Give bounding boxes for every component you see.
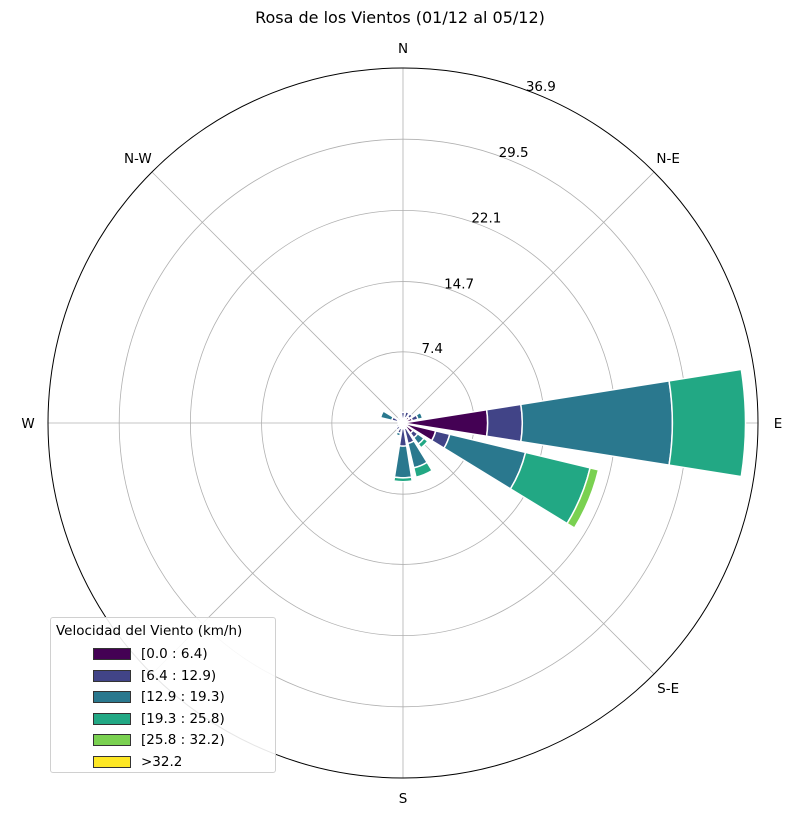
legend-item: [12.9 : 19.3) [93, 689, 225, 705]
direction-label-W: W [21, 416, 34, 432]
direction-label-N: N [398, 41, 408, 57]
bar-SSW-bin-2 [394, 430, 402, 438]
wind-rose-bars [379, 368, 747, 530]
legend-label: [19.3 : 25.8) [141, 710, 225, 727]
radial-tick-label-4: 36.9 [526, 79, 556, 95]
bar-S-bin-3 [392, 476, 414, 483]
legend-item: [25.8 : 32.2) [93, 732, 225, 748]
direction-label-S: S [399, 791, 408, 807]
legend-swatch [93, 648, 131, 660]
legend-item: [19.3 : 25.8) [93, 711, 225, 727]
bar-ESE-bin-2 [442, 433, 527, 490]
chart-title: Rosa de los Vientos (01/12 al 05/12) [255, 8, 545, 27]
outer-circle [47, 67, 759, 779]
bar-E-bin-1 [485, 403, 523, 443]
direction-labels: N N-E E S-E S W N-W [21, 41, 782, 807]
bar-NNW-bin-1 [399, 418, 404, 423]
bar-E-bin-3 [668, 368, 747, 478]
legend-label: [25.8 : 32.2) [141, 732, 225, 748]
direction-label-N-E: N-E [656, 151, 680, 167]
legend-title: Velocidad del Viento (km/h) [56, 623, 243, 639]
bar-NE-bin-1 [406, 412, 414, 420]
legend-swatch [93, 712, 131, 725]
bar-SSE-bin-3 [412, 461, 434, 479]
legend-item: [6.4 : 12.9) [93, 668, 216, 684]
legend-label: [0.0 : 6.4) [141, 646, 208, 662]
bar-WNW-bin-2 [379, 409, 395, 422]
bar-E-bin-2 [519, 380, 674, 466]
legend: Velocidad del Viento (km/h) [0.0 : 6.4) [… [50, 617, 276, 773]
radial-tick-label-2: 22.1 [471, 211, 501, 227]
bar-SE-bin-3 [417, 437, 429, 449]
direction-label-N-W: N-W [124, 151, 152, 167]
bar-WSW-bin-1 [395, 422, 401, 428]
radial-tick-label-3: 29.5 [499, 145, 529, 161]
bar-ENE-bin-2 [415, 411, 424, 421]
grid-spoke-3 [402, 422, 655, 675]
direction-label-S-E: S-E [657, 681, 679, 697]
legend-swatch [93, 691, 131, 703]
grid-spoke-1 [402, 171, 655, 424]
direction-label-E: E [774, 416, 783, 432]
radial-tick-label-0: 7.4 [422, 341, 443, 357]
grid-spoke-7 [151, 171, 404, 424]
legend-swatch [93, 755, 131, 768]
bar-SW-bin-1 [394, 424, 402, 432]
legend-label: [12.9 : 19.3) [141, 689, 225, 705]
legend-item: [0.0 : 6.4) [93, 646, 208, 662]
bar-NW-bin-1 [396, 416, 402, 422]
legend-label: >32.2 [141, 753, 183, 770]
legend-swatch [93, 669, 131, 682]
legend-swatch [93, 734, 131, 746]
legend-label: [6.4 : 12.9) [141, 667, 217, 684]
radial-tick-labels: 7.4 14.7 22.1 29.5 36.9 [422, 79, 556, 357]
legend-item: >32.2 [93, 754, 182, 770]
bar-ESE-bin-4 [566, 467, 600, 530]
bar-NNE-bin-1 [403, 410, 411, 420]
radial-tick-label-1: 14.7 [444, 276, 474, 292]
